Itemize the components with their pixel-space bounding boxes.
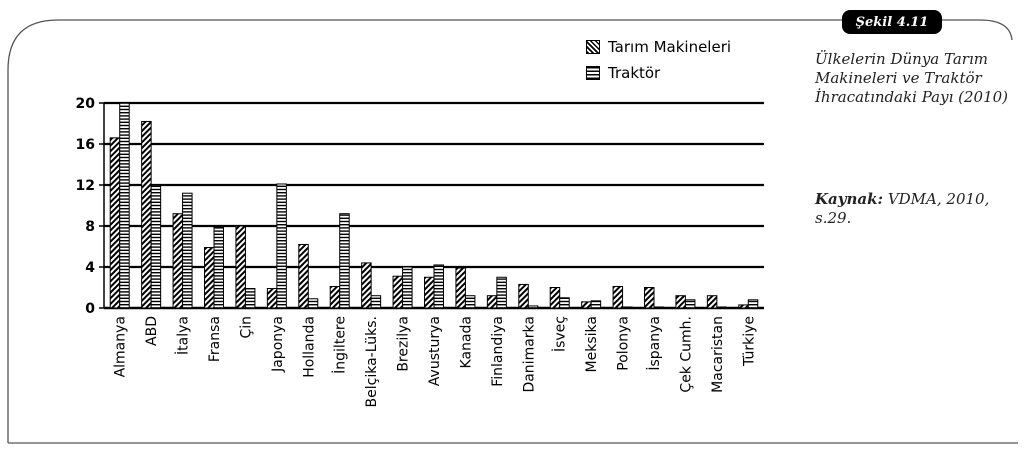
figure-caption: Ülkelerin Dünya Tarım Makineleri ve Trak… — [815, 50, 1009, 106]
bar-tarim-20 — [738, 304, 749, 309]
bar-traktor-4 — [244, 288, 256, 309]
x-tick-label: Kanada — [458, 316, 474, 368]
legend-swatch-tarim — [586, 40, 600, 54]
source-label: Kaynak: — [815, 190, 884, 208]
figure-source: Kaynak: VDMA, 2010, s.29. — [815, 190, 1020, 228]
bar-tarim-11 — [455, 267, 466, 309]
bar-traktor-6 — [307, 298, 319, 309]
bar-tarim-5 — [266, 288, 278, 309]
x-tick-label: Türkiye — [741, 316, 757, 367]
bar-traktor-20 — [747, 299, 759, 309]
bar-traktor-16 — [622, 306, 633, 309]
bar-traktor-8 — [370, 295, 382, 309]
x-tick-label: Almanya — [113, 316, 129, 377]
bar-traktor-17 — [653, 306, 664, 309]
x-tick-label: Finlandiya — [490, 316, 506, 387]
bar-traktor-13 — [527, 305, 539, 309]
bar-tarim-6 — [298, 243, 309, 309]
x-tick-label: Danimarka — [521, 316, 537, 393]
bar-tarim-4 — [235, 225, 246, 309]
bar-tarim-12 — [486, 295, 498, 309]
x-tick-label: İsveç — [551, 316, 569, 352]
bar-tarim-2 — [172, 213, 184, 309]
y-tick-label: 20 — [76, 96, 96, 112]
y-tick-label: 0 — [85, 301, 95, 317]
bar-traktor-7 — [339, 213, 350, 309]
bar-traktor-12 — [496, 276, 507, 309]
x-tick-label: Polonya — [616, 316, 632, 371]
source-text: VDMA, 2010, s.29. — [815, 190, 990, 227]
bar-tarim-1 — [141, 120, 152, 309]
legend-item-traktor: Traktör — [586, 64, 660, 82]
y-tick-label: 4 — [85, 260, 95, 276]
x-tick-label: Avusturya — [427, 316, 443, 386]
x-tick-label: Japonya — [270, 316, 286, 373]
bar-tarim-9 — [392, 275, 404, 309]
bar-tarim-10 — [424, 276, 435, 309]
bar-traktor-19 — [716, 306, 727, 309]
bar-traktor-0 — [119, 102, 130, 309]
bar-tarim-3 — [204, 247, 215, 309]
legend-swatch-traktor — [586, 66, 600, 80]
x-tick-label: Çin — [238, 316, 254, 339]
x-tick-label: Hollanda — [301, 316, 317, 378]
bar-tarim-16 — [612, 285, 624, 309]
bar-traktor-3 — [213, 226, 224, 309]
bar-tarim-15 — [581, 301, 592, 309]
frame-border — [7, 19, 1013, 443]
x-tick-label: Macaristan — [710, 316, 726, 393]
figure-badge: Şekil 4.11 — [842, 10, 942, 34]
x-tick-label: İtalya — [174, 316, 192, 355]
x-tick-label: İspanya — [645, 316, 663, 371]
bar-traktor-18 — [684, 299, 696, 309]
x-axis-labels: Almanya ABD İtalya Fransa Çin Japonya Hollanda… — [113, 316, 758, 407]
bar-traktor-10 — [433, 264, 444, 309]
x-tick-label: Brezilya — [396, 316, 412, 372]
bar-traktor-5 — [276, 183, 287, 309]
bars — [109, 102, 759, 309]
y-tick-label: 12 — [76, 178, 95, 194]
bar-tarim-8 — [361, 262, 372, 309]
bar-tarim-14 — [549, 287, 561, 309]
bar-traktor-14 — [559, 297, 570, 309]
x-tick-label: Çek Cumh. — [678, 316, 694, 393]
x-tick-label: ABD — [144, 316, 160, 346]
x-tick-label: Fransa — [207, 316, 223, 362]
bar-traktor-9 — [402, 266, 413, 309]
bar-tarim-13 — [518, 283, 529, 309]
legend-label-traktor: Traktör — [608, 64, 661, 82]
x-tick-label: Belçika-Lüks. — [364, 316, 380, 407]
bar-tarim-19 — [706, 295, 718, 309]
y-axis-ticks: 0 4 8 12 16 20 — [76, 96, 105, 317]
legend-item-tarim: Tarım Makineleri — [586, 38, 731, 56]
bar-traktor-15 — [590, 300, 602, 309]
x-tick-label: Meksika — [584, 316, 600, 372]
bar-tarim-17 — [644, 287, 655, 309]
bar-tarim-18 — [675, 295, 686, 309]
bar-tarim-7 — [329, 285, 341, 309]
x-tick-label: İngiltere — [331, 316, 349, 374]
bar-traktor-11 — [464, 295, 476, 309]
y-tick-label: 16 — [76, 137, 95, 153]
bar-tarim-0 — [109, 137, 121, 309]
y-tick-label: 8 — [85, 219, 95, 235]
bar-traktor-1 — [150, 184, 162, 309]
bar-traktor-2 — [182, 192, 193, 309]
legend-label-tarim: Tarım Makineleri — [608, 38, 732, 56]
